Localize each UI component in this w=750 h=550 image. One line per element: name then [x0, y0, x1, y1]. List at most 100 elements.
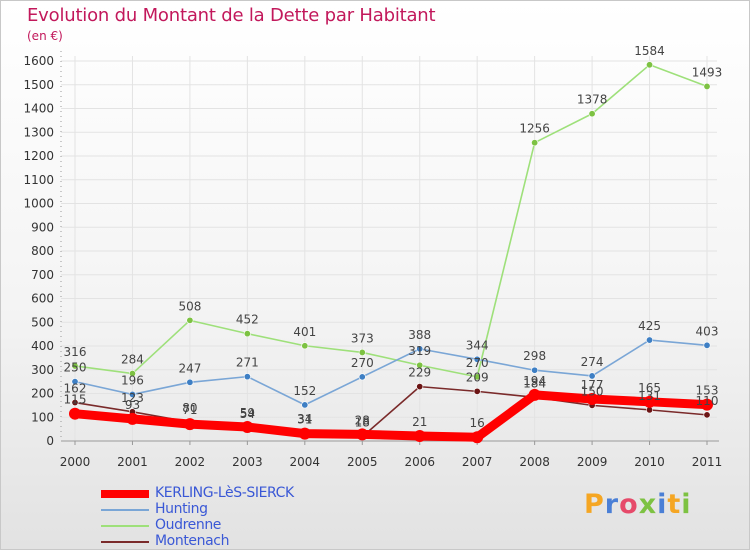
data-point — [71, 399, 79, 407]
y-tick-label: 1500 — [23, 78, 54, 92]
data-label: 247 — [178, 361, 201, 375]
x-tick-label: 2004 — [290, 455, 321, 469]
series-line-montenach — [74, 385, 708, 438]
data-point — [128, 370, 136, 378]
data-label: 165 — [638, 381, 661, 395]
data-label: 1584 — [634, 44, 665, 58]
data-point — [473, 355, 481, 363]
data-label: 71 — [182, 403, 197, 417]
legend-swatch — [101, 541, 149, 543]
data-label: 110 — [696, 394, 719, 408]
logo-letter: P — [584, 489, 605, 520]
unit-label: (en €) — [27, 29, 63, 43]
data-label: 1493 — [692, 65, 723, 79]
data-label: 1256 — [519, 122, 550, 136]
data-label: 16 — [470, 416, 485, 430]
data-label: 1378 — [577, 93, 608, 107]
data-point — [69, 407, 81, 420]
proxiti-logo: Proxiti — [584, 489, 692, 520]
data-label: 298 — [523, 349, 546, 363]
y-tick-label: 0 — [46, 434, 54, 448]
data-label: 425 — [638, 319, 661, 333]
data-point — [586, 392, 599, 405]
legend-label: Oudrenne — [155, 517, 222, 533]
data-point — [646, 61, 654, 69]
data-label: 131 — [638, 389, 661, 403]
x-tick-label: 2005 — [347, 455, 378, 469]
x-tick-label: 2006 — [404, 455, 435, 469]
data-label: 196 — [121, 373, 144, 387]
x-tick-label: 2011 — [692, 455, 723, 469]
y-tick-label: 600 — [31, 292, 54, 306]
x-tick-label: 2007 — [462, 455, 493, 469]
legend: KERLING-LèS-SIERCK Hunting Oudrenne Mont… — [101, 485, 421, 550]
data-label: 93 — [125, 398, 140, 412]
logo-letter: i — [657, 489, 668, 520]
data-label: 34 — [297, 412, 312, 426]
logo-letter: r — [604, 489, 620, 520]
legend-label: Hunting — [155, 501, 208, 517]
data-label: 209 — [466, 370, 489, 384]
legend-swatch — [101, 509, 149, 511]
data-label: 31 — [297, 413, 312, 427]
data-label: 194 — [523, 374, 546, 388]
data-label: 152 — [293, 384, 316, 398]
legend-item: Hunting — [101, 501, 421, 518]
x-tick-label: 2009 — [577, 455, 608, 469]
data-label: 274 — [581, 355, 604, 369]
data-point — [473, 387, 481, 395]
axes — [60, 51, 719, 445]
data-label: 271 — [236, 356, 259, 370]
legend-label: KERLING-LèS-SIERCK — [155, 485, 294, 501]
data-label: 115 — [64, 393, 87, 407]
data-point — [413, 430, 426, 443]
data-label: 21 — [412, 415, 427, 429]
y-tick-label: 200 — [31, 387, 54, 401]
chart-title: Evolution du Montant de la Dette par Hab… — [27, 5, 436, 26]
data-label: 344 — [466, 338, 489, 352]
data-point — [701, 398, 713, 411]
y-tick-label: 1200 — [23, 149, 54, 163]
legend-swatch — [101, 525, 149, 527]
data-label: 319 — [408, 344, 431, 358]
series-line-oudrenne — [74, 63, 708, 378]
data-label: 401 — [293, 325, 316, 339]
series-group — [69, 61, 713, 444]
data-label: 18 — [355, 416, 370, 430]
y-tick-label: 900 — [31, 220, 54, 234]
data-point — [588, 110, 596, 118]
data-point — [356, 428, 369, 441]
data-label: 80 — [182, 401, 197, 415]
y-tick-label: 400 — [31, 339, 54, 353]
data-label: 229 — [408, 366, 431, 380]
x-tick-label: 2000 — [60, 455, 91, 469]
data-label: 59 — [240, 406, 255, 420]
y-tick-label: 500 — [31, 315, 54, 329]
data-label: 123 — [121, 391, 144, 405]
data-label: 162 — [64, 382, 87, 396]
y-tick-label: 700 — [31, 268, 54, 282]
data-point — [358, 348, 366, 356]
data-point — [301, 342, 309, 350]
data-point — [243, 330, 251, 338]
data-label: 54 — [240, 407, 255, 421]
y-tick-label: 100 — [31, 410, 54, 424]
data-point — [471, 431, 484, 444]
logo-letter: i — [681, 489, 692, 520]
x-tick-label: 2010 — [634, 455, 665, 469]
data-labels: 162 123 80 54 34 18 229 209 184 150 131 110 316 284 50… — [64, 44, 723, 430]
legend-item: Montenach — [101, 533, 421, 550]
x-tick-label: 2002 — [175, 455, 206, 469]
data-point — [416, 345, 424, 353]
data-label: 28 — [355, 413, 370, 427]
series-line-hunting — [74, 339, 708, 406]
data-point — [646, 336, 654, 344]
data-point — [298, 427, 311, 440]
legend-label: Montenach — [155, 533, 230, 549]
data-label: 150 — [581, 384, 604, 398]
data-point — [301, 401, 309, 409]
y-tick-label: 1100 — [23, 173, 54, 187]
data-point — [71, 378, 79, 386]
data-label: 184 — [523, 376, 546, 390]
